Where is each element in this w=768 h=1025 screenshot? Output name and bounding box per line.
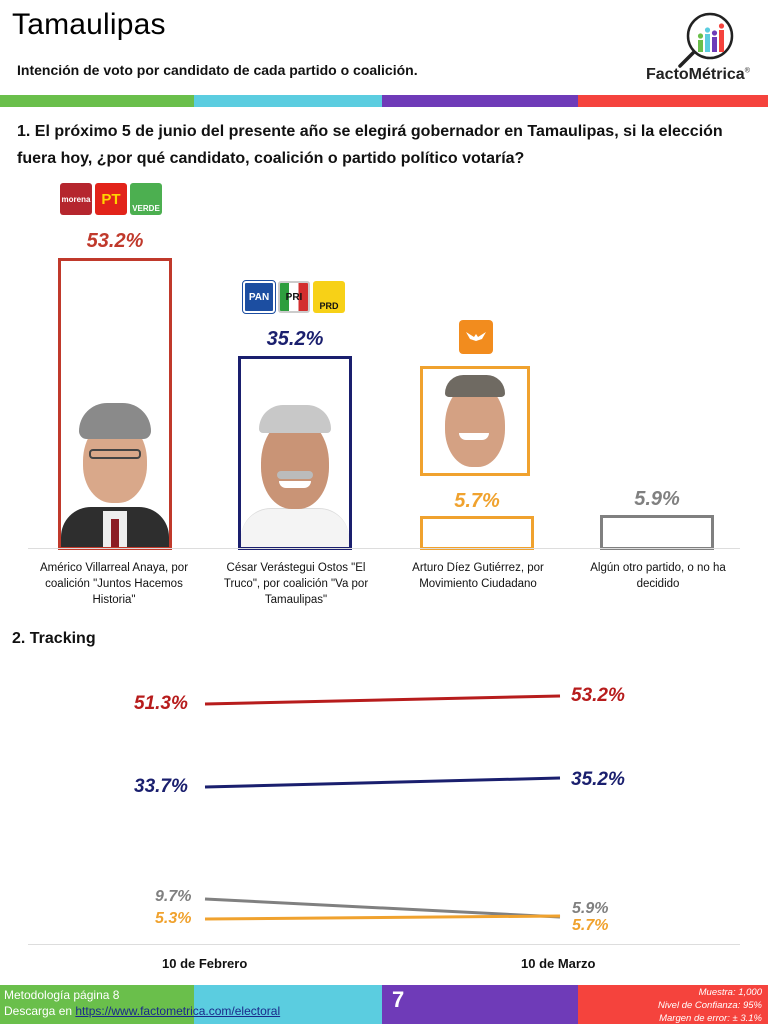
tracking-label-otro-mar: 5.9% xyxy=(572,900,609,917)
candidate-3-label: Arturo Díez Gutiérrez, por Movimiento Ci… xyxy=(412,562,544,590)
candidate-3-bar xyxy=(420,516,534,550)
brand-name: FactoMétrica® xyxy=(646,66,750,83)
magnifier-chart-icon xyxy=(678,12,734,68)
confidence-level: Nivel de Confianza: 95% xyxy=(657,1000,762,1011)
candidate-3-percent: 5.7% xyxy=(454,490,500,512)
stripe-green xyxy=(0,95,194,107)
tracking-label-villarreal-feb: 51.3% xyxy=(134,693,188,714)
line-otro xyxy=(204,897,561,919)
pt-logo-icon: PT xyxy=(95,183,127,215)
party-logos-va-por: PAN PRI PRD xyxy=(242,280,345,314)
eagle-icon xyxy=(466,332,486,341)
tracking-label-otro-feb: 9.7% xyxy=(155,888,192,905)
candidate-2-percent: 35.2% xyxy=(266,328,324,350)
download-note: Descarga en https://www.factometrica.com… xyxy=(4,1004,281,1018)
candidate-2-bar xyxy=(238,356,352,550)
pri-logo-icon: PRI xyxy=(278,281,310,313)
sample-size: Muestra: 1,000 xyxy=(698,987,762,998)
candidate-4-bar xyxy=(600,515,714,550)
tracking-label-villarreal-mar: 53.2% xyxy=(571,685,625,706)
line-verastegui xyxy=(204,776,561,789)
party-logos-mc xyxy=(459,320,493,354)
party-logos-juntos: morena PT VERDE xyxy=(60,183,162,215)
prd-logo-icon: PRD xyxy=(313,281,345,313)
footer-green xyxy=(0,985,194,1024)
candidate-2-photo xyxy=(241,397,349,547)
footer-red xyxy=(578,985,768,1024)
question-text: 1. El próximo 5 de junio del presente añ… xyxy=(17,123,723,167)
line-diez xyxy=(204,914,561,921)
download-link[interactable]: https://www.factometrica.com/electoral xyxy=(75,1004,281,1018)
tracking-label-diez-feb: 5.3% xyxy=(155,910,192,927)
page-subtitle: Intención de voto por candidato de cada … xyxy=(17,62,418,78)
candidate-1-label: Américo Villarreal Anaya, por coalición … xyxy=(39,562,189,606)
candidate-1-percent: 53.2% xyxy=(86,230,144,252)
morena-logo-icon: morena xyxy=(60,183,92,215)
candidate-2-label: César Verástegui Ostos "El Truco", por c… xyxy=(223,562,369,606)
tracking-label-verastegui-feb: 33.7% xyxy=(134,776,188,797)
candidate-3-photo xyxy=(423,369,527,473)
stripe-cyan xyxy=(194,95,382,107)
stripe-red xyxy=(578,95,768,107)
factometrica-logo: FactoMétrica® xyxy=(646,10,762,90)
page-number: 7 xyxy=(392,987,405,1012)
bar-baseline xyxy=(28,548,740,549)
tracking-line-chart xyxy=(204,694,561,921)
movimiento-ciudadano-logo-icon xyxy=(459,320,493,354)
tracking-x-axis xyxy=(28,944,740,945)
pan-logo-icon: PAN xyxy=(242,280,276,314)
footer-cyan xyxy=(194,985,382,1024)
candidate-4-percent: 5.9% xyxy=(634,488,680,510)
tracking-title: 2. Tracking xyxy=(12,630,96,647)
tracking-label-diez-mar: 5.7% xyxy=(572,917,609,934)
candidate-1-photo xyxy=(61,397,169,547)
candidate-3-photo-frame xyxy=(420,366,530,476)
line-villarreal xyxy=(204,694,561,706)
x-label-febrero: 10 de Febrero xyxy=(162,956,248,971)
candidate-4-label: Algún otro partido, o no ha decidido xyxy=(590,562,726,590)
candidate-1-bar xyxy=(58,258,172,550)
footer-info: Metodología página 8 Descarga en https:/… xyxy=(4,987,280,1019)
verde-logo-icon: VERDE xyxy=(130,183,162,215)
tracking-label-verastegui-mar: 35.2% xyxy=(571,769,625,790)
x-label-marzo: 10 de Marzo xyxy=(521,956,596,971)
page-title: Tamaulipas xyxy=(12,8,166,41)
survey-metadata: Muestra: 1,000 Nivel de Confianza: 95% M… xyxy=(658,986,762,1025)
stripe-purple xyxy=(382,95,578,107)
methodology-note: Metodología página 8 xyxy=(4,988,120,1002)
margin-of-error: Margen de error: ± 3.1% xyxy=(659,1013,762,1024)
footer-purple xyxy=(382,985,578,1024)
